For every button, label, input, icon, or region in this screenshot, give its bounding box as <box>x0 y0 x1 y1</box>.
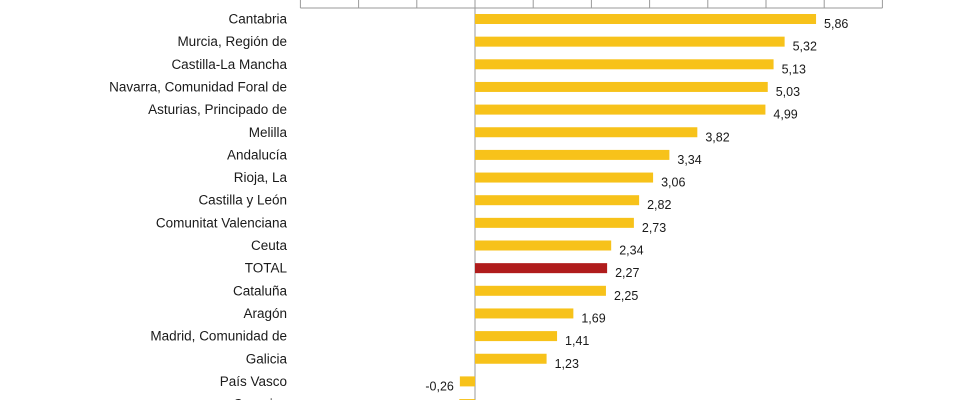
category-label: Andalucía <box>227 147 288 162</box>
bar <box>475 59 774 70</box>
value-label: 1,23 <box>555 357 579 371</box>
bar <box>475 104 766 115</box>
value-label: 2,73 <box>642 221 666 235</box>
value-label: 5,03 <box>776 85 800 99</box>
bar <box>475 172 654 183</box>
category-label: Castilla y León <box>198 193 287 208</box>
value-label: 3,06 <box>661 176 685 190</box>
bar <box>475 308 574 319</box>
bar <box>475 149 670 160</box>
bar <box>475 195 640 206</box>
category-label: Castilla-La Mancha <box>171 57 287 72</box>
category-label: Rioja, La <box>234 170 288 185</box>
bar-total <box>475 263 608 274</box>
value-label: 2,27 <box>615 266 639 280</box>
value-label: 5,32 <box>793 40 817 54</box>
value-label: 1,69 <box>581 311 605 325</box>
category-label: País Vasco <box>220 374 287 389</box>
bar <box>459 376 475 387</box>
bar <box>475 285 606 296</box>
value-label: -0,26 <box>425 379 454 393</box>
bar <box>475 127 698 138</box>
value-label: 3,82 <box>705 130 729 144</box>
bar <box>475 217 634 228</box>
category-label: Canarias <box>233 397 287 400</box>
bar <box>475 353 547 364</box>
value-label: 5,86 <box>824 17 848 31</box>
bar <box>475 240 612 251</box>
category-label: TOTAL <box>245 261 288 276</box>
value-label: 3,34 <box>677 153 701 167</box>
category-label: Madrid, Comunidad de <box>150 329 287 344</box>
category-label: Aragón <box>243 306 287 321</box>
category-label: Melilla <box>249 125 288 140</box>
category-label: Comunitat Valenciana <box>156 215 288 230</box>
category-label: Cataluña <box>233 283 288 298</box>
bar <box>475 331 558 342</box>
bar <box>475 36 785 47</box>
value-label: 2,25 <box>614 289 638 303</box>
value-label: 1,41 <box>565 334 589 348</box>
bar <box>475 14 817 24</box>
value-label: 5,13 <box>782 62 806 76</box>
bar <box>475 81 768 92</box>
category-label: Galicia <box>246 351 288 366</box>
value-label: 2,82 <box>647 198 671 212</box>
category-label: Cantabria <box>228 12 287 27</box>
category-label: Ceuta <box>251 238 288 253</box>
value-label: 2,34 <box>619 244 643 258</box>
category-label: Murcia, Región de <box>177 34 287 49</box>
category-label: Navarra, Comunidad Foral de <box>109 79 287 94</box>
category-label: Asturias, Principado de <box>148 102 287 117</box>
value-label: 4,99 <box>773 108 797 122</box>
